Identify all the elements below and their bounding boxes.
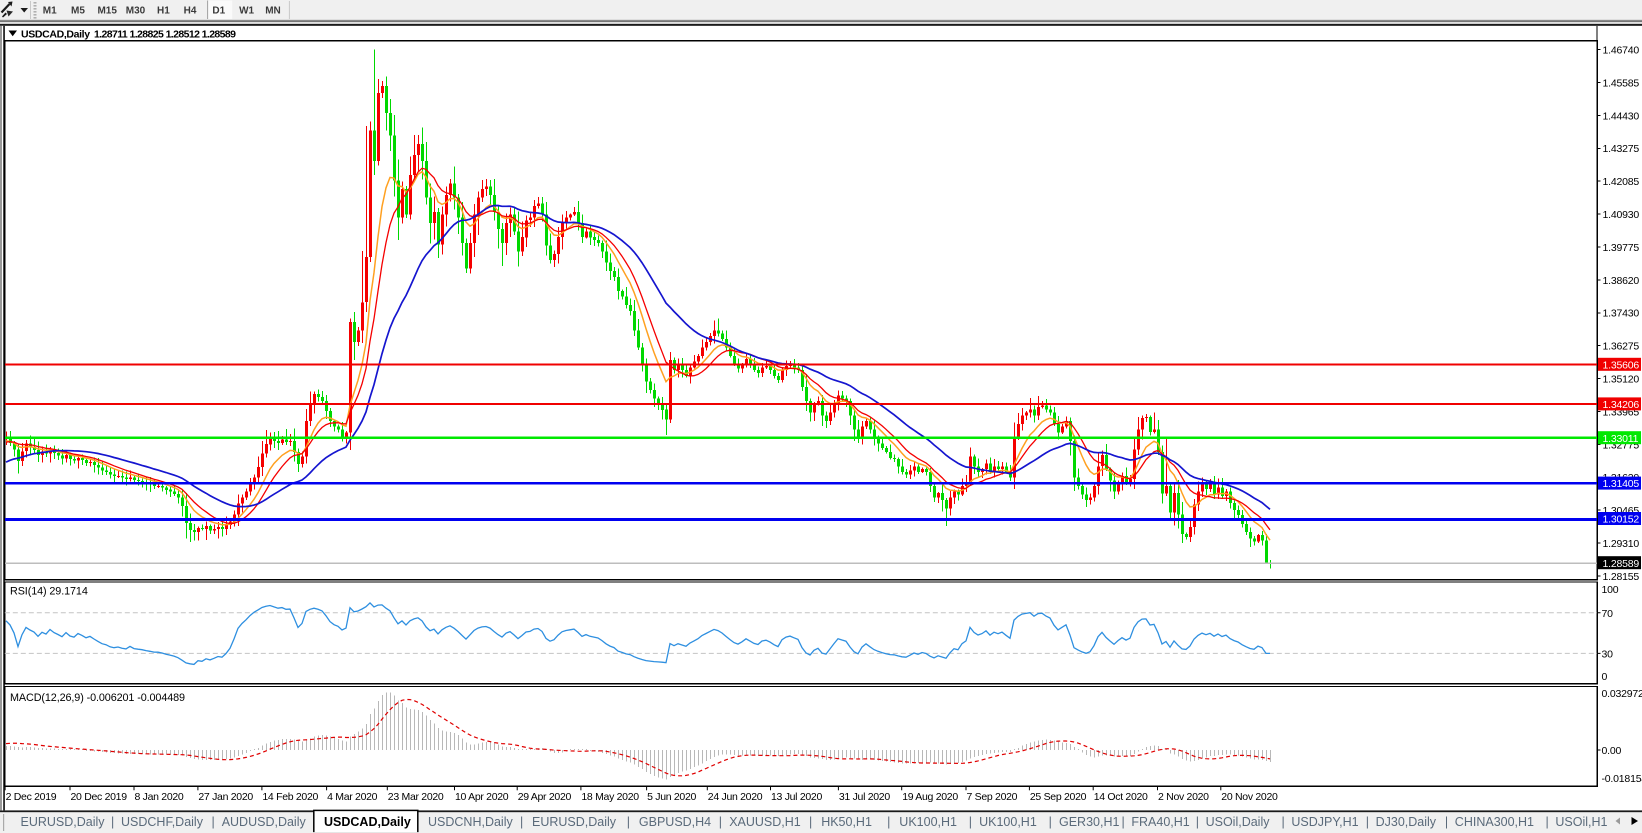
svg-text:1.34206: 1.34206 xyxy=(1603,399,1640,411)
svg-text:30: 30 xyxy=(1602,648,1614,660)
svg-text:EURUSD,Daily: EURUSD,Daily xyxy=(532,815,617,829)
svg-text:GBPUSD,H4: GBPUSD,H4 xyxy=(639,815,711,829)
svg-text:100: 100 xyxy=(1602,584,1619,596)
svg-text:18 May 2020: 18 May 2020 xyxy=(581,791,639,803)
svg-text:0.00: 0.00 xyxy=(1602,745,1622,757)
svg-text:H4: H4 xyxy=(184,6,197,17)
svg-text:2 Nov 2020: 2 Nov 2020 xyxy=(1158,791,1209,803)
svg-text:|: | xyxy=(627,815,630,829)
svg-text:7 Sep 2020: 7 Sep 2020 xyxy=(967,791,1018,803)
svg-text:1.37430: 1.37430 xyxy=(1603,308,1640,320)
svg-text:1.39775: 1.39775 xyxy=(1603,242,1640,254)
svg-text:|: | xyxy=(887,815,890,829)
svg-text:UK100,H1: UK100,H1 xyxy=(979,815,1037,829)
svg-text:GER30,H1: GER30,H1 xyxy=(1059,815,1119,829)
svg-text:|: | xyxy=(1546,815,1549,829)
svg-text:MACD(12,26,9) -0.006201 -0.004: MACD(12,26,9) -0.006201 -0.004489 xyxy=(10,692,185,704)
svg-text:1.33011: 1.33011 xyxy=(1603,433,1639,445)
svg-text:FRA40,H1: FRA40,H1 xyxy=(1131,815,1189,829)
svg-text:|: | xyxy=(809,815,812,829)
svg-text:|: | xyxy=(969,815,972,829)
svg-text:5 Jun 2020: 5 Jun 2020 xyxy=(647,791,696,803)
svg-text:23 Mar 2020: 23 Mar 2020 xyxy=(388,791,444,803)
svg-text:1.29310: 1.29310 xyxy=(1603,538,1640,550)
svg-text:2 Dec 2019: 2 Dec 2019 xyxy=(6,791,57,803)
svg-text:|: | xyxy=(1282,815,1285,829)
svg-text:EURUSD,Daily: EURUSD,Daily xyxy=(21,815,106,829)
svg-text:24 Jun 2020: 24 Jun 2020 xyxy=(708,791,763,803)
svg-text:|: | xyxy=(1049,815,1052,829)
svg-text:1.44430: 1.44430 xyxy=(1603,110,1640,122)
svg-text:1.46740: 1.46740 xyxy=(1603,45,1640,57)
svg-text:19 Aug 2020: 19 Aug 2020 xyxy=(902,791,958,803)
svg-text:|: | xyxy=(1366,815,1369,829)
svg-text:MN: MN xyxy=(265,6,281,17)
svg-text:25 Sep 2020: 25 Sep 2020 xyxy=(1030,791,1087,803)
svg-text:14 Feb 2020: 14 Feb 2020 xyxy=(262,791,318,803)
svg-text:4 Mar 2020: 4 Mar 2020 xyxy=(327,791,378,803)
svg-text:20 Dec 2019: 20 Dec 2019 xyxy=(71,791,128,803)
svg-text:XAUUSD,H1: XAUUSD,H1 xyxy=(729,815,801,829)
svg-text:10 Apr 2020: 10 Apr 2020 xyxy=(455,791,509,803)
svg-text:31 Jul 2020: 31 Jul 2020 xyxy=(839,791,890,803)
svg-text:RSI(14) 29.1714: RSI(14) 29.1714 xyxy=(10,586,88,598)
svg-text:USDCHF,Daily: USDCHF,Daily xyxy=(121,815,204,829)
svg-text:1.36275: 1.36275 xyxy=(1603,341,1640,353)
svg-text:14 Oct 2020: 14 Oct 2020 xyxy=(1094,791,1148,803)
svg-text:UK100,H1: UK100,H1 xyxy=(899,815,957,829)
svg-text:|: | xyxy=(1122,815,1125,829)
svg-text:1.42085: 1.42085 xyxy=(1603,176,1640,188)
svg-text:M5: M5 xyxy=(71,6,85,17)
svg-text:0: 0 xyxy=(1602,671,1608,683)
svg-text:27 Jan 2020: 27 Jan 2020 xyxy=(198,791,253,803)
svg-text:8 Jan 2020: 8 Jan 2020 xyxy=(135,791,184,803)
svg-text:|: | xyxy=(1445,815,1448,829)
svg-text:D1: D1 xyxy=(212,6,225,17)
svg-text:USDCNH,Daily: USDCNH,Daily xyxy=(428,815,513,829)
svg-text:1.38620: 1.38620 xyxy=(1603,275,1640,287)
svg-text:-0.018154: -0.018154 xyxy=(1602,773,1642,785)
svg-text:1.28155: 1.28155 xyxy=(1603,571,1640,583)
svg-text:|: | xyxy=(111,815,114,829)
svg-text:W1: W1 xyxy=(239,6,254,17)
svg-text:|: | xyxy=(719,815,722,829)
svg-text:USOil,Daily: USOil,Daily xyxy=(1206,815,1271,829)
svg-text:29 Apr 2020: 29 Apr 2020 xyxy=(518,791,572,803)
svg-text:1.45585: 1.45585 xyxy=(1603,77,1640,89)
svg-text:1.28589: 1.28589 xyxy=(1603,558,1640,570)
svg-text:1.35120: 1.35120 xyxy=(1603,374,1640,386)
svg-text:USDCAD,Daily: USDCAD,Daily xyxy=(21,28,90,40)
svg-text:USDCAD,Daily: USDCAD,Daily xyxy=(324,815,411,829)
svg-text:DJ30,Daily: DJ30,Daily xyxy=(1376,815,1437,829)
svg-text:|: | xyxy=(520,815,523,829)
svg-text:HK50,H1: HK50,H1 xyxy=(821,815,872,829)
svg-text:1.28711 1.28825 1.28512 1.2858: 1.28711 1.28825 1.28512 1.28589 xyxy=(94,28,236,40)
svg-text:1.43275: 1.43275 xyxy=(1603,143,1640,155)
svg-text:1.31405: 1.31405 xyxy=(1603,478,1640,490)
svg-text:USDJPY,H1: USDJPY,H1 xyxy=(1291,815,1358,829)
svg-text:USOil,H1: USOil,H1 xyxy=(1555,815,1607,829)
svg-text:M1: M1 xyxy=(43,6,57,17)
svg-text:1.35606: 1.35606 xyxy=(1603,359,1640,371)
svg-text:CHINA300,H1: CHINA300,H1 xyxy=(1455,815,1534,829)
svg-text:13 Jul 2020: 13 Jul 2020 xyxy=(771,791,822,803)
svg-text:M15: M15 xyxy=(97,6,117,17)
svg-text:|: | xyxy=(212,815,215,829)
svg-text:|: | xyxy=(1196,815,1199,829)
svg-text:1.30152: 1.30152 xyxy=(1603,514,1640,526)
svg-text:H1: H1 xyxy=(157,6,170,17)
svg-text:70: 70 xyxy=(1602,608,1614,620)
svg-text:AUDUSD,Daily: AUDUSD,Daily xyxy=(222,815,307,829)
svg-text:M30: M30 xyxy=(126,6,146,17)
svg-text:20 Nov 2020: 20 Nov 2020 xyxy=(1221,791,1278,803)
svg-text:1.40930: 1.40930 xyxy=(1603,209,1640,221)
svg-text:0.032972: 0.032972 xyxy=(1602,688,1642,700)
